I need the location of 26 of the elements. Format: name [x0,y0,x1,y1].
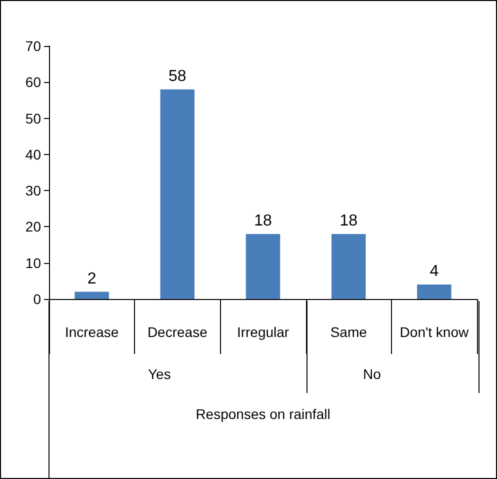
data-label: 18 [254,212,272,230]
x-tick-label: Increase [64,324,119,340]
text: Yes [148,366,171,382]
data-label: 18 [340,212,358,230]
data-label: 58 [168,68,186,85]
bar [417,284,452,299]
bar [160,89,195,299]
y-tick-label: 70 [25,38,42,54]
x-tick-label: Same [330,324,368,340]
bar [246,234,280,299]
y-tick-label: 30 [25,182,42,199]
y-tick-label: 0 [33,291,42,307]
text: No [363,366,382,382]
bar [74,292,109,299]
y-tick-label: 40 [25,146,42,162]
x-axis-title: Responses on rainfall [196,406,330,422]
y-tick-label: 10 [25,254,42,271]
data-label: 2 [87,270,96,288]
bar [331,234,366,299]
y-tick-label: 50 [25,110,42,126]
x-tick-label: Don't know [400,324,470,340]
x-tick-label: Decrease [147,324,208,340]
y-tick-label: 60 [25,74,42,90]
y-tick-label: 20 [25,218,42,235]
x-tick-label: Irregular [236,324,290,340]
data-label: 4 [430,263,439,280]
